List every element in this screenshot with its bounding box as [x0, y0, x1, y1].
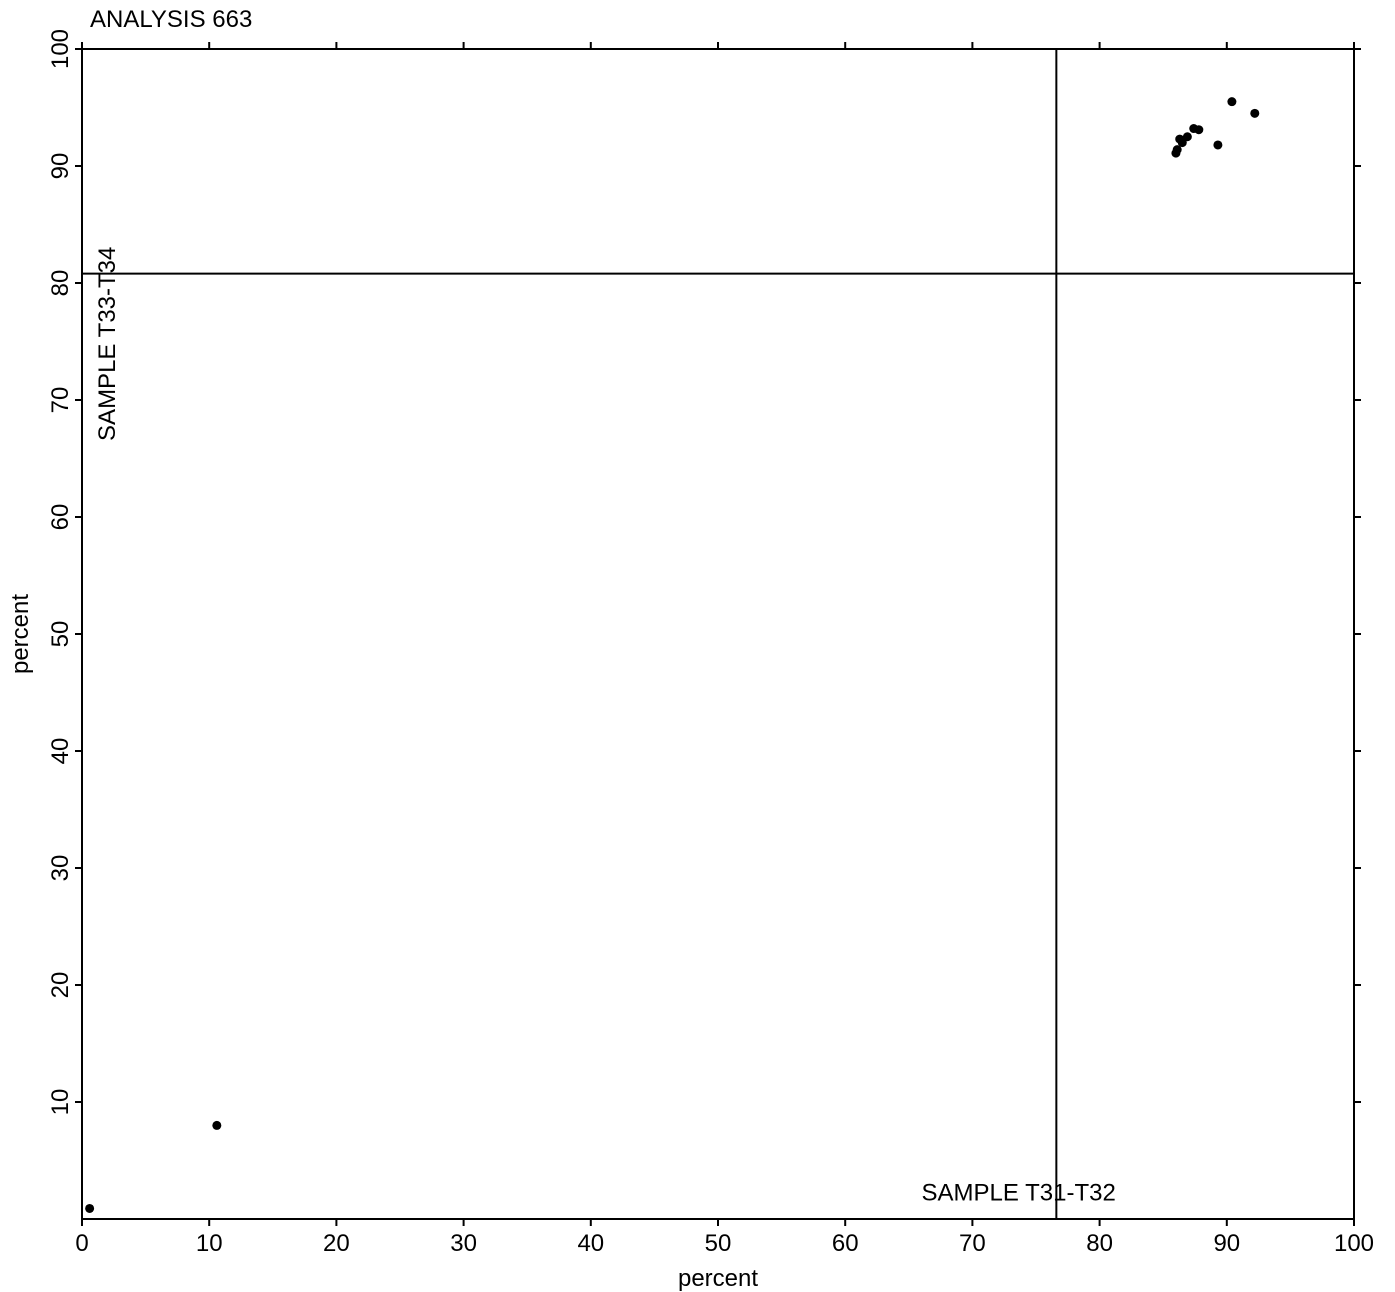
y-tick-label-0: 10 — [47, 1089, 74, 1116]
y-tick-label-3: 40 — [47, 738, 74, 765]
axis-tick-labels: 0 10 20 30 40 50 60 70 80 90 100 10 20 30 40 50 60 70 80 90… — [47, 29, 1374, 1257]
x-tick-label-3: 30 — [450, 1230, 477, 1257]
plot-frame — [81, 48, 1355, 1220]
y-tick-label-2: 30 — [47, 855, 74, 882]
data-point — [1182, 132, 1192, 142]
chart-title: ANALYSIS 663 — [90, 6, 252, 33]
data-point — [1172, 145, 1182, 155]
x-tick-label-6: 60 — [832, 1230, 859, 1257]
data-point — [1177, 138, 1187, 148]
data-point — [1250, 108, 1260, 118]
annotation-1: SAMPLE T33-T34 — [94, 247, 121, 441]
y-tick-label-5: 60 — [47, 504, 74, 531]
x-tick-label-9: 90 — [1213, 1230, 1240, 1257]
data-point — [1227, 97, 1237, 107]
x-tick-label-4: 40 — [577, 1230, 604, 1257]
data-point — [212, 1120, 222, 1130]
x-tick-label-7: 70 — [959, 1230, 986, 1257]
data-point — [85, 1203, 95, 1213]
x-tick-label-5: 50 — [705, 1230, 732, 1257]
annotation-0: SAMPLE T31-T32 — [922, 1179, 1116, 1206]
reference-lines — [82, 49, 1354, 1219]
y-axis-title: percent — [7, 594, 34, 674]
x-tick-label-0: 0 — [75, 1230, 88, 1257]
x-tick-label-2: 20 — [323, 1230, 350, 1257]
x-tick-label-8: 80 — [1086, 1230, 1113, 1257]
axis-ticks — [75, 42, 1361, 1226]
data-point — [1194, 125, 1204, 135]
y-tick-label-4: 50 — [47, 621, 74, 648]
annotations: SAMPLE T31-T32 SAMPLE T33-T34 — [94, 247, 1116, 1207]
y-tick-label-7: 80 — [47, 270, 74, 297]
data-point — [1213, 140, 1223, 150]
y-tick-label-1: 20 — [47, 972, 74, 999]
y-tick-label-9: 100 — [47, 29, 74, 69]
data-points — [85, 97, 1260, 1213]
x-axis-title: percent — [678, 1265, 758, 1292]
y-tick-label-6: 70 — [47, 387, 74, 414]
y-tick-label-8: 90 — [47, 153, 74, 180]
x-tick-label-10: 100 — [1334, 1230, 1374, 1257]
x-tick-label-1: 10 — [196, 1230, 223, 1257]
